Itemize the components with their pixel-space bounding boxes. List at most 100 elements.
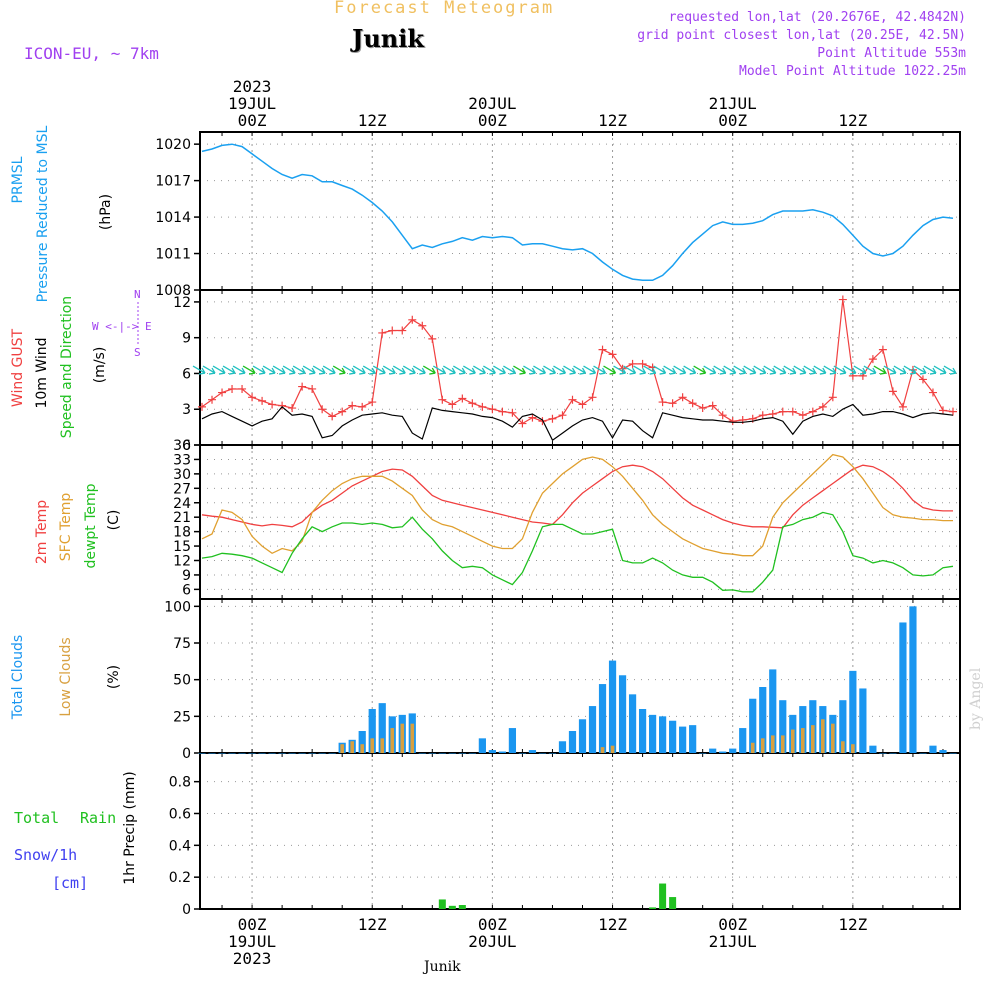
total-clouds-bar [468,753,476,754]
total-clouds-bar [628,694,637,753]
precip-bar [649,907,657,909]
wind-gust-marker [878,345,887,354]
wind-direction-arrow [262,365,276,375]
wind-gust-marker [678,393,687,402]
total-clouds-bar [889,753,897,754]
top-time-label: 00Z [478,111,507,130]
legend-snow: Snow/1h [14,846,77,864]
wind-direction-arrow [913,365,927,375]
wind-gust-marker [888,387,897,396]
wind-gust-marker [318,405,327,414]
wind-direction-arrow [933,365,947,375]
wind-gust-marker [558,411,567,420]
total-clouds-bar [558,741,567,753]
gust-label: Wind GUST [10,328,26,407]
temp-unit: (C) [106,510,122,531]
wind-direction-arrow [493,365,506,375]
wind-direction-arrow [242,365,256,375]
y-tick-label: 21 [173,510,191,526]
total-clouds-bar [739,728,747,753]
wind-gust-marker [258,396,267,405]
wind-gust-marker [438,395,447,404]
footer-station: Junik [424,959,461,975]
wind-direction-arrow [202,365,216,375]
wind-gust-marker [248,393,257,402]
temp-sfc-line [201,453,953,557]
wind-gust-marker [298,382,307,391]
total-clouds-bar [578,719,587,753]
wind-gust-marker [368,398,377,407]
wind-gust-marker [268,400,277,409]
total-clouds-bar [358,731,366,753]
wind-direction-arrow [803,365,817,375]
wind-direction-arrow [192,365,206,375]
panel-frame [199,131,961,291]
wind-gust-marker [518,419,527,428]
wind-gust-marker [498,407,507,416]
low-clouds-bar [821,719,825,753]
sfc-label: SFC Temp [58,493,74,562]
total-clouds-bar [288,753,296,754]
total-clouds-bar [438,753,446,754]
wind-gust-marker [428,334,437,343]
panel-0 [194,131,961,291]
bottom-time-label: 00Z [478,915,507,934]
total-clouds-bar [428,753,436,754]
wind-direction-arrow [863,365,877,375]
prmsl-unit: (hPa) [98,194,114,230]
wind-speed-line [201,403,954,442]
total-clouds-label: Total Clouds [10,635,26,720]
y-tick-label: 0.2 [169,870,191,886]
wind-direction-arrow [813,365,827,375]
wind-direction-arrow [292,365,306,375]
y-tick-label: 25 [173,709,191,725]
wind-direction-arrow [593,365,607,375]
y-tick-label: 0.8 [169,775,191,791]
wind-gust-marker [658,398,667,407]
compass-south: S [134,346,141,359]
wind-gust-marker [488,405,497,414]
total-clouds-bar [879,753,887,754]
y-tick-label: 0.6 [169,806,191,822]
wind-direction-arrow [573,365,587,375]
wind-gust-marker [228,384,237,393]
wind-gust-marker [778,407,787,416]
wind-direction-arrow [453,365,466,375]
precip-bar [458,905,466,909]
total-clouds-bar [709,748,717,753]
wind-direction-arrow [883,365,897,375]
total-clouds-bar [648,714,657,753]
wind-label: 10m Wind [34,337,50,408]
total-clouds-bar [488,750,496,753]
top-time-label: 00Z [238,111,267,130]
panel-frame [199,752,961,910]
total-clouds-bar [608,660,617,753]
requested-coords: requested lon,lat (20.2676E, 42.4842N) [668,10,966,25]
wind-direction-arrow [753,365,767,375]
wind-gust-marker [928,388,937,397]
bottom-time-label: 12Z [598,915,627,934]
wind-direction-arrow [422,365,436,375]
y-tick-label: 33 [173,452,191,468]
temp-dewpt-line [201,511,954,593]
top-time-label: 12Z [838,111,867,130]
wind-gust-marker [378,328,387,337]
total-clouds-bar [368,709,376,753]
wind-direction-arrow [513,365,526,375]
wind-gust-marker [708,401,717,410]
wind-gust-marker [608,350,617,359]
low-clouds-bar [811,725,815,753]
low-clouds-bar [790,729,795,753]
prmsl-label-2: Pressure Reduced to MSL [35,125,51,302]
total-clouds-bar [769,669,777,753]
total-clouds-bar [839,700,847,753]
total-clouds-bar [849,670,857,753]
wind-unit: (m/s) [92,347,108,384]
wind-direction-arrow [603,365,617,375]
wind-direction-arrow [643,365,657,375]
bottom-time-label: 2023 [233,949,272,968]
total-clouds-bar [719,751,727,753]
precip-unit: 1hr Precip (mm) [122,771,138,884]
wind-gust-marker [938,406,947,415]
low-clouds-bar [770,735,775,753]
